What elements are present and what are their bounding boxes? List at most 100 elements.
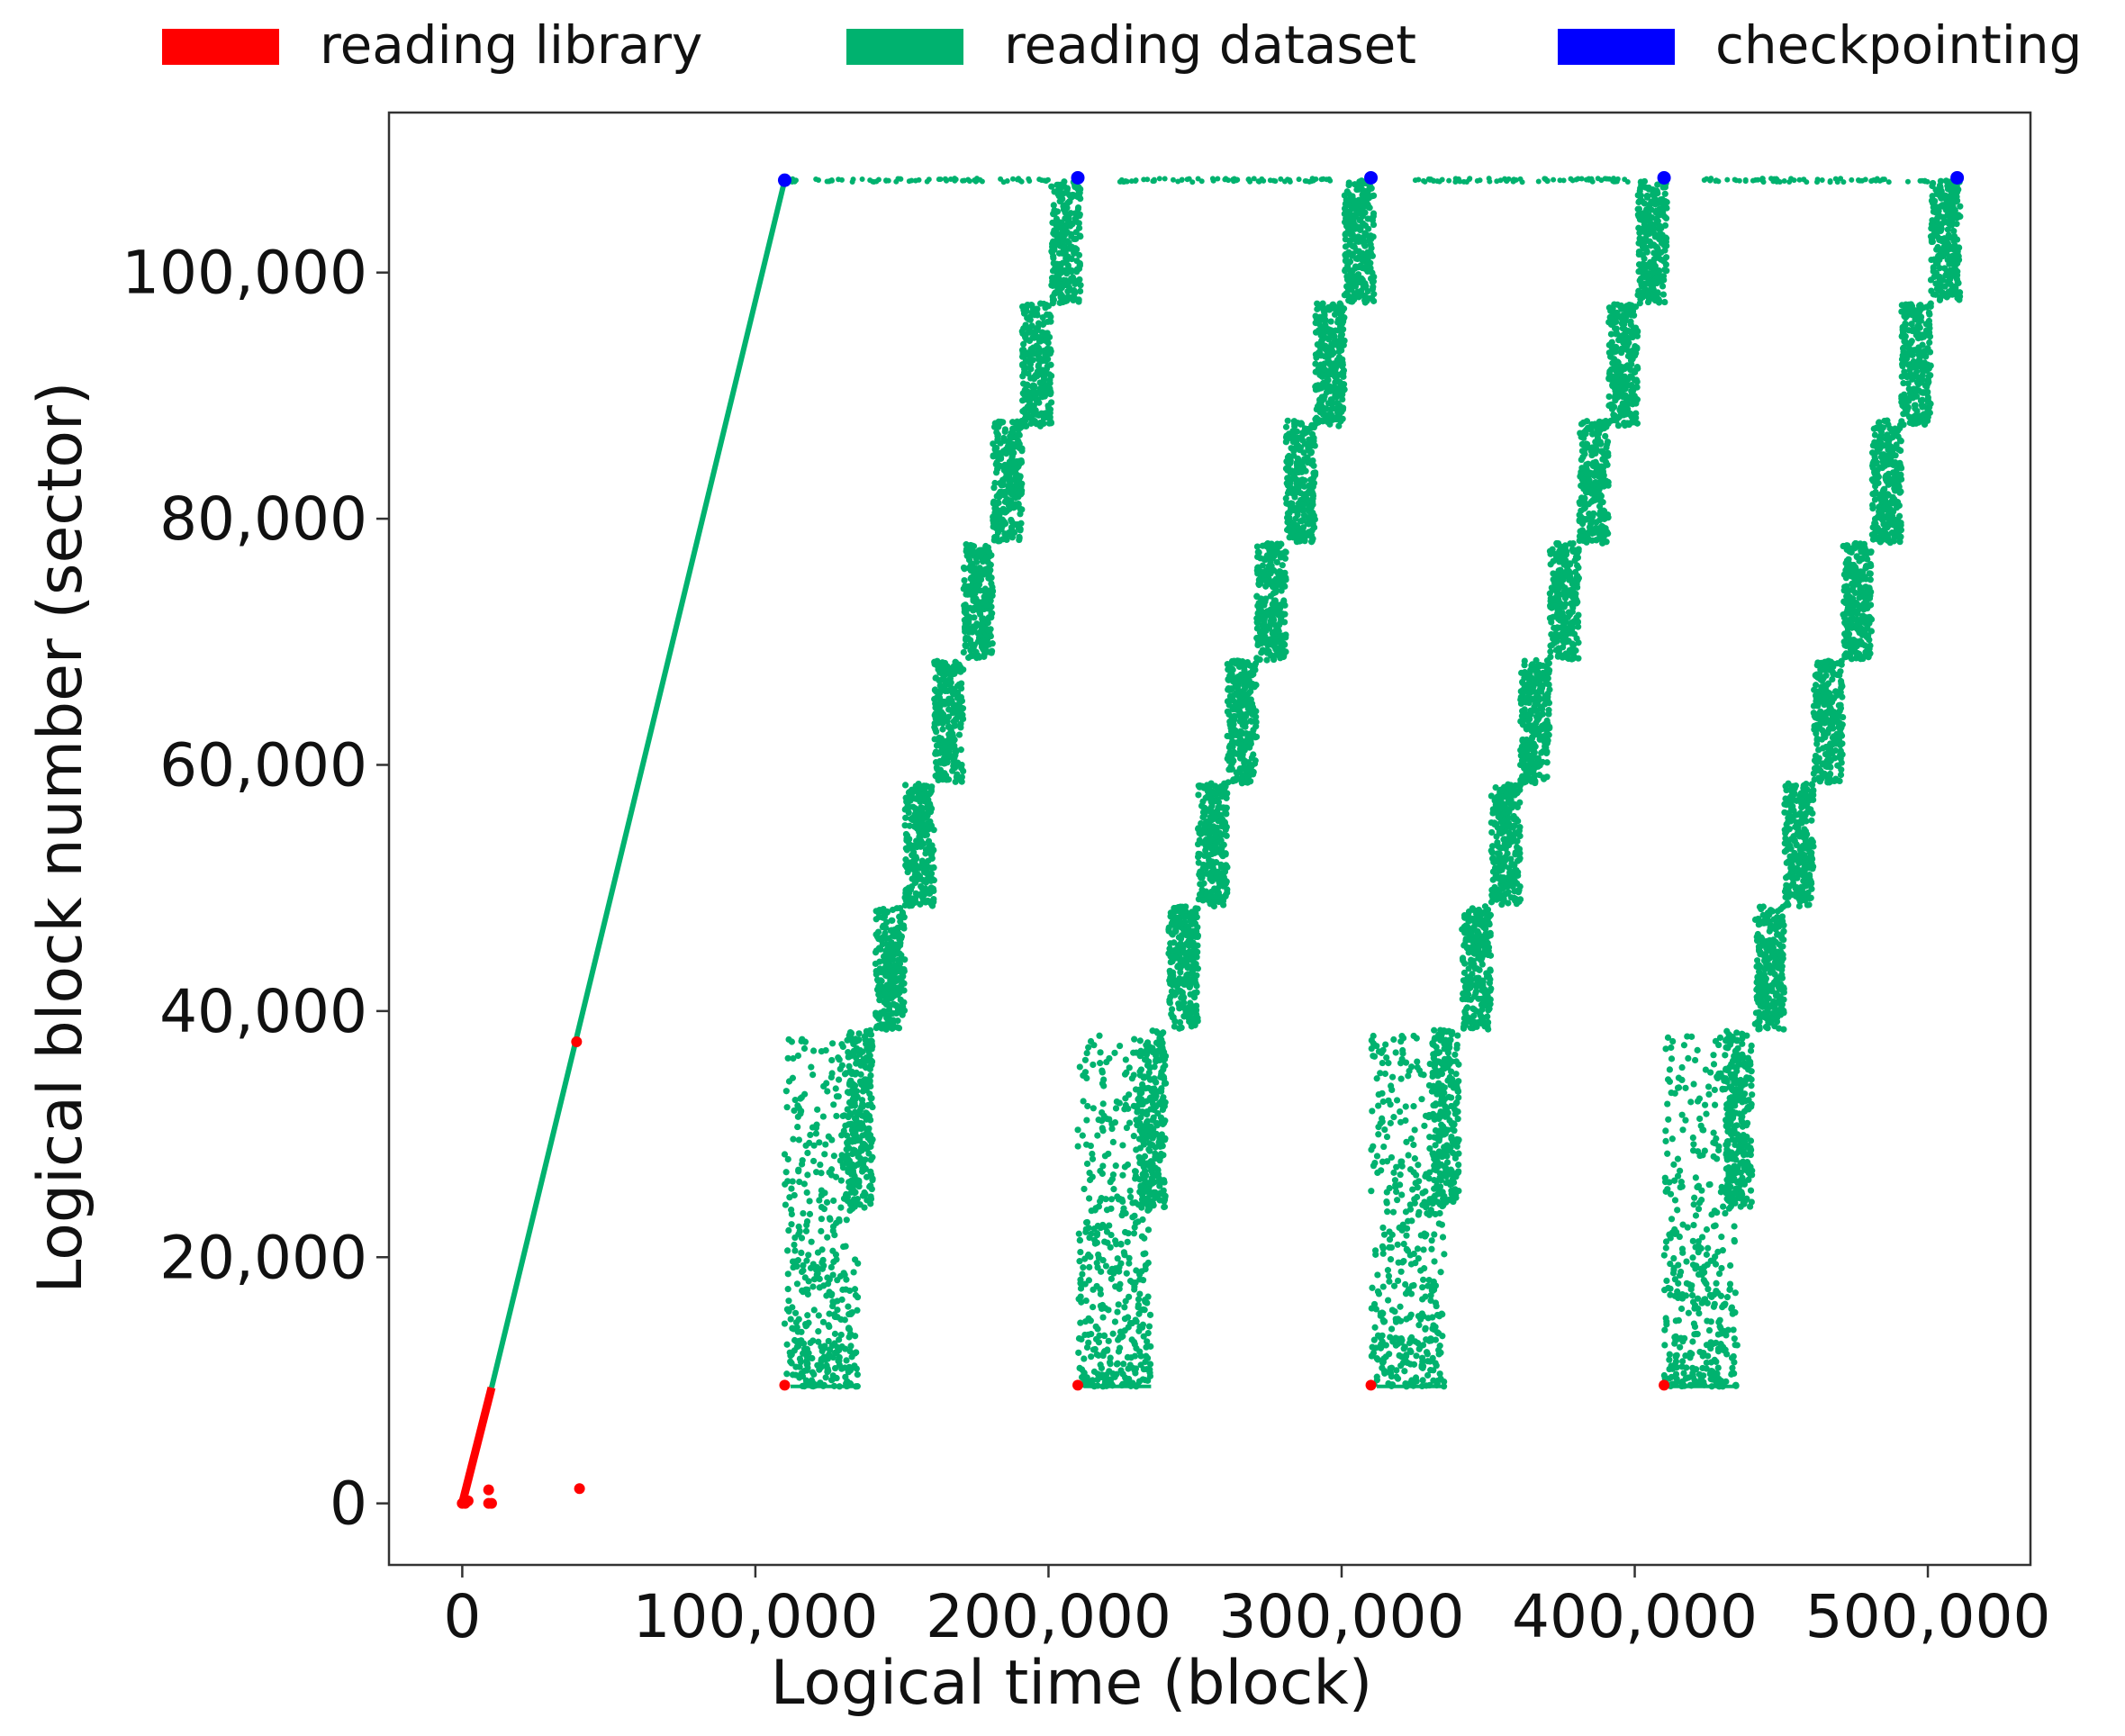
reading-dataset-point [917, 843, 925, 850]
reading-dataset-point [798, 1328, 805, 1335]
reading-dataset-point [1124, 1161, 1132, 1169]
reading-dataset-point [886, 1021, 893, 1028]
reading-dataset-point [1142, 1050, 1150, 1057]
reading-dataset-point [1116, 1099, 1123, 1107]
reading-dataset-point [1075, 1296, 1082, 1303]
reading-dataset-point [948, 736, 955, 744]
reading-dataset-point [824, 1234, 831, 1241]
reading-dataset-point [1081, 1185, 1088, 1193]
reading-dataset-point [1326, 371, 1334, 378]
reading-dataset-point [930, 876, 937, 884]
reading-dataset-point [969, 590, 976, 597]
reading-dataset-point [1077, 1248, 1084, 1256]
reading-dataset-point [937, 667, 945, 674]
reading-dataset-point [824, 1088, 831, 1095]
reading-dataset-point [800, 1209, 807, 1217]
reading-dataset-point [904, 832, 911, 839]
reading-dataset-point [1252, 734, 1259, 741]
reading-dataset-point [1352, 292, 1359, 299]
reading-dataset-point [960, 767, 967, 775]
reading-dataset-point [1043, 178, 1049, 185]
reading-dataset-point [853, 1060, 860, 1067]
reading-dataset-point [1015, 489, 1022, 497]
reading-dataset-point [855, 1035, 863, 1044]
reading-dataset-point [820, 1353, 827, 1361]
reading-dataset-point [1132, 1365, 1140, 1372]
reading-dataset-point [836, 1056, 843, 1063]
reading-dataset-point [1253, 634, 1261, 642]
reading-dataset-point [842, 1122, 849, 1129]
reading-dataset-point [1121, 1071, 1129, 1078]
reading-dataset-point [1122, 1056, 1129, 1063]
reading-dataset-point [1146, 1094, 1153, 1102]
reading-dataset-point [1362, 283, 1370, 290]
reading-dataset-point [843, 1357, 850, 1364]
reading-dataset-point [841, 1316, 848, 1324]
reading-dataset-point [878, 1009, 885, 1017]
reading-dataset-point [1035, 338, 1044, 345]
reading-dataset-point [963, 588, 971, 596]
reading-dataset-point [1175, 934, 1182, 941]
reading-dataset-point [976, 576, 983, 583]
reading-dataset-point [1016, 440, 1023, 448]
reading-dataset-point [846, 1287, 854, 1295]
reading-dataset-point [921, 830, 928, 838]
reading-dataset-point [1047, 318, 1054, 325]
reading-dataset-point [1262, 627, 1270, 635]
reading-dataset-point [1122, 1297, 1129, 1305]
reading-dataset-point [1021, 333, 1029, 340]
reading-dataset-point [1014, 481, 1021, 489]
reading-dataset-point [864, 1101, 872, 1109]
reading-dataset-point [783, 1104, 791, 1111]
reading-dataset-point [1083, 1117, 1090, 1124]
reading-dataset-point [790, 1054, 797, 1062]
reading-dataset-point [830, 1258, 837, 1266]
reading-dataset-point [980, 624, 987, 631]
reading-dataset-point [906, 840, 913, 847]
reading-dataset-point [1141, 1153, 1149, 1160]
reading-dataset-point [966, 178, 972, 185]
reading-dataset-point [1221, 818, 1228, 826]
reading-dataset-point [904, 802, 912, 809]
reading-dataset-point [1260, 571, 1267, 578]
reading-dataset-point [1180, 927, 1188, 935]
reading-dataset-point [1352, 199, 1359, 207]
reading-dataset-point [1046, 409, 1053, 417]
reading-dataset-point [1281, 548, 1289, 556]
reading-dataset-point [947, 679, 954, 686]
reading-dataset-point [830, 1101, 837, 1108]
reading-dataset-point [985, 548, 992, 556]
reading-dataset-point [903, 861, 910, 869]
reading-dataset-point [1330, 349, 1337, 357]
reading-dataset-point [821, 1151, 828, 1158]
reading-dataset-point [875, 176, 882, 183]
reading-dataset-point [797, 1339, 804, 1346]
reading-dataset-point [888, 917, 895, 924]
reading-dataset-point [845, 1334, 853, 1341]
reading-dataset-point [978, 643, 986, 651]
reading-dataset-point [799, 1035, 806, 1043]
reading-dataset-point [837, 1204, 845, 1211]
reading-dataset-point [1146, 1311, 1154, 1318]
reading-dataset-point [1244, 733, 1252, 740]
reading-dataset-point [797, 1110, 804, 1117]
reading-dataset-point [1189, 966, 1196, 974]
reading-dataset-point [901, 956, 909, 963]
reading-dataset-point [1310, 524, 1318, 531]
reading-dataset-point [833, 1112, 840, 1120]
reading-dataset-point [1105, 1337, 1112, 1344]
reading-dataset-point [861, 1058, 868, 1065]
reading-dataset-point [993, 521, 1001, 529]
reading-dataset-point [818, 1227, 825, 1234]
reading-dataset-point [1243, 779, 1250, 786]
reading-dataset-point [1327, 318, 1334, 325]
reading-dataset-point [873, 916, 880, 923]
reading-dataset-point [1285, 475, 1292, 482]
reading-dataset-point [1176, 1018, 1184, 1026]
reading-dataset-point [803, 1361, 810, 1369]
reading-dataset-point [863, 1040, 870, 1047]
reading-dataset-point [1365, 194, 1372, 202]
reading-dataset-point [1126, 1187, 1134, 1195]
reading-dataset-point [1074, 203, 1082, 212]
reading-dataset-point [915, 781, 922, 788]
